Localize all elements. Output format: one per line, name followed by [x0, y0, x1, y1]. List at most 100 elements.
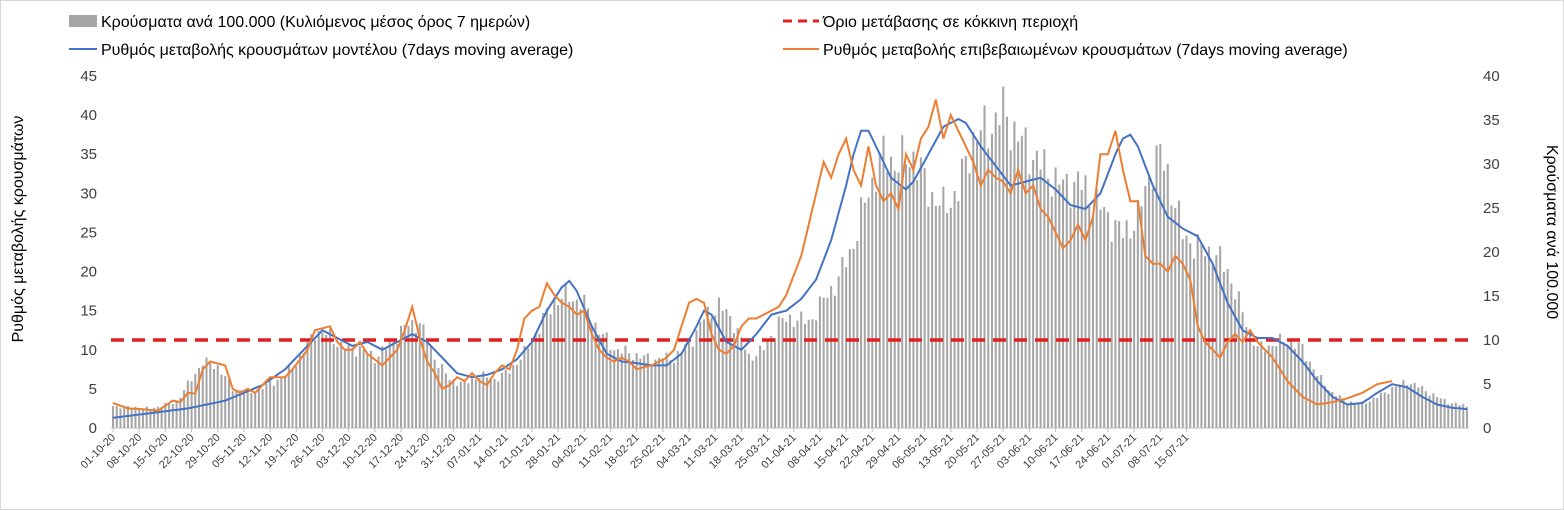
- bar: [280, 377, 283, 428]
- bar: [429, 345, 432, 428]
- bar: [949, 207, 952, 428]
- bar: [351, 347, 354, 428]
- bar: [736, 328, 739, 428]
- bar: [519, 359, 522, 428]
- bar: [328, 328, 331, 428]
- bar: [1091, 214, 1094, 428]
- bar: [1260, 341, 1263, 428]
- bar: [377, 356, 380, 428]
- bar: [194, 373, 197, 428]
- bar: [175, 401, 178, 428]
- bar: [489, 379, 492, 428]
- right-tick-label: 15: [1483, 288, 1500, 305]
- legend-confirmed-label: Ρυθμός μεταβολής επιβεβαιωμένων κρουσμάτ…: [823, 42, 1348, 59]
- bar: [1432, 393, 1435, 428]
- bar: [893, 170, 896, 428]
- bar: [968, 173, 971, 428]
- bar: [740, 337, 743, 428]
- bar: [1327, 390, 1330, 428]
- left-tick-label: 20: [80, 264, 97, 281]
- bar: [332, 344, 335, 428]
- bar: [631, 359, 634, 428]
- bar: [1398, 384, 1401, 428]
- bar: [497, 381, 500, 428]
- bar: [239, 390, 242, 428]
- left-tick-label: 25: [80, 224, 97, 241]
- bar: [216, 365, 219, 428]
- left-tick-label: 35: [80, 146, 97, 163]
- bar: [1462, 404, 1465, 428]
- bar: [594, 322, 597, 428]
- bar: [1436, 397, 1439, 428]
- bar: [508, 373, 511, 428]
- left-tick-label: 0: [89, 420, 97, 437]
- bar: [1084, 175, 1087, 428]
- bar: [729, 315, 732, 428]
- bar: [265, 383, 268, 428]
- bar: [1312, 369, 1315, 428]
- bar: [766, 339, 769, 428]
- bar: [452, 379, 455, 428]
- bar: [639, 358, 642, 428]
- bar: [1185, 235, 1188, 428]
- bar: [1136, 199, 1139, 428]
- bar: [975, 141, 979, 428]
- bar: [153, 407, 156, 428]
- bar: [1028, 174, 1031, 428]
- bar: [515, 365, 518, 428]
- bar: [1219, 246, 1222, 428]
- bar: [564, 284, 567, 428]
- right-tick-label: 30: [1483, 156, 1500, 173]
- bar: [313, 340, 317, 428]
- bar: [613, 350, 616, 428]
- bar: [1331, 391, 1334, 428]
- bar: [1148, 176, 1151, 428]
- bar: [1454, 402, 1457, 428]
- right-tick-label: 10: [1483, 332, 1500, 349]
- bar: [586, 308, 590, 428]
- bar: [1357, 402, 1360, 428]
- bar: [874, 191, 878, 428]
- left-tick-label: 40: [80, 107, 97, 124]
- bar: [1140, 206, 1143, 428]
- bar: [717, 297, 720, 428]
- bar: [598, 334, 601, 428]
- right-axis-title: Κρούσματα ανά 100.000: [1543, 145, 1560, 319]
- bar: [1035, 150, 1038, 428]
- bar: [575, 299, 578, 428]
- bar: [538, 333, 541, 428]
- bar: [572, 301, 575, 428]
- bar: [242, 392, 245, 428]
- bar: [1424, 391, 1427, 428]
- bar: [545, 308, 548, 428]
- bar: [1054, 167, 1057, 428]
- bar: [725, 309, 728, 428]
- bar: [370, 350, 373, 428]
- bar: [1013, 121, 1016, 428]
- bar: [411, 320, 414, 428]
- bar: [250, 393, 253, 428]
- bar: [1335, 396, 1338, 428]
- bar: [979, 130, 982, 428]
- bar: [897, 172, 900, 428]
- bar: [527, 348, 530, 428]
- right-tick-label: 35: [1483, 112, 1500, 129]
- bar: [358, 346, 361, 428]
- bar: [1043, 149, 1046, 428]
- bar: [931, 192, 934, 428]
- bar: [830, 285, 833, 428]
- bar: [317, 331, 320, 428]
- bar: [504, 369, 507, 428]
- bar: [366, 353, 369, 428]
- bar: [904, 164, 907, 428]
- bar: [396, 344, 399, 428]
- bar: [1121, 237, 1124, 428]
- bar: [1226, 269, 1229, 428]
- bar: [620, 353, 623, 428]
- bar: [362, 349, 365, 428]
- bar: [1095, 188, 1098, 428]
- left-tick-label: 45: [80, 68, 97, 85]
- bar: [691, 346, 694, 428]
- bar: [1032, 159, 1035, 428]
- bar: [661, 360, 664, 428]
